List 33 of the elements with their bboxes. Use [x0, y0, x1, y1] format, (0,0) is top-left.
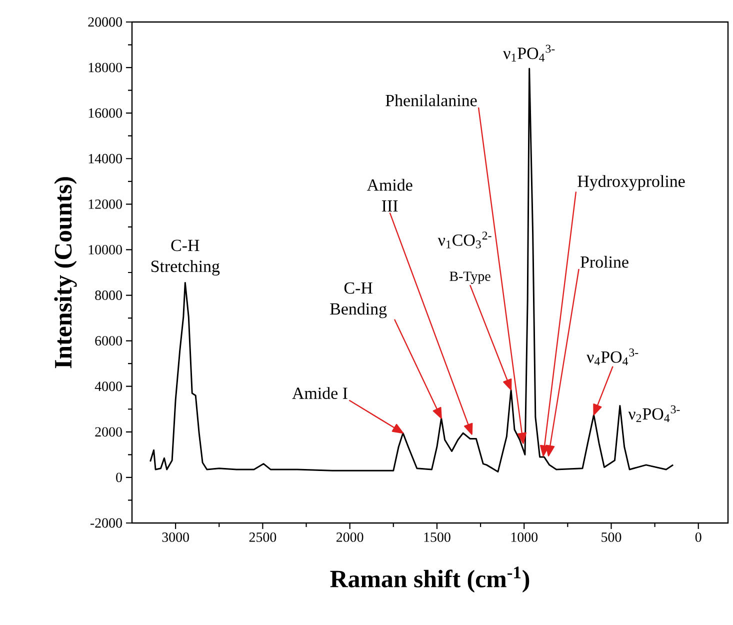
y-tick-label: 6000	[95, 336, 122, 346]
annotation: ν$_{1}$CO$_{3}$2-	[438, 232, 492, 248]
y-tick-label: 4000	[94, 382, 122, 392]
y-tick-label: 0	[116, 472, 122, 482]
annotation: Hydroxyproline	[578, 175, 685, 191]
x-tick-label: 1500	[424, 532, 450, 542]
annotation: C-H Bending	[330, 282, 387, 318]
y-tick-label: 8000	[95, 290, 122, 300]
x-tick-label: 1000	[511, 532, 538, 542]
annotation: Proline	[580, 256, 628, 268]
annotation: C-H Stretching	[151, 240, 220, 276]
x-tick-label: 2500	[249, 532, 276, 542]
annotation: ν$_{2}$PO$_{4}$3-	[628, 405, 680, 422]
x-tick-label: 3000	[162, 532, 189, 542]
x-tick-label: 0	[695, 532, 702, 542]
x-tick-label: 2000	[336, 532, 364, 542]
y-axis-title: Intensity (Counts)	[54, 177, 77, 368]
annotation: Amide III	[366, 178, 412, 212]
y-tick-label: -2000	[90, 518, 122, 528]
annotation: ν$_{4}$PO$_{4}$3-	[586, 348, 638, 366]
y-tick-label: 18000	[88, 62, 122, 72]
annotation: B-Type	[450, 272, 490, 284]
annotation: ν$_{1}$PO$_{4}$3-	[503, 44, 555, 62]
y-tick-label: 10000	[88, 245, 122, 254]
y-tick-label: 2000	[95, 427, 122, 437]
annotation: Amide I	[292, 387, 348, 400]
y-tick-label: 16000	[88, 108, 122, 118]
y-tick-label: 20000	[88, 17, 122, 27]
x-tick-label: 500	[602, 532, 622, 542]
y-tick-label: 12000	[88, 199, 122, 209]
annotation: Phenilalanine	[386, 94, 477, 106]
y-tick-label: 14000	[88, 154, 122, 164]
x-axis-title: Raman shift (cm$^{-1}$)	[330, 566, 530, 592]
